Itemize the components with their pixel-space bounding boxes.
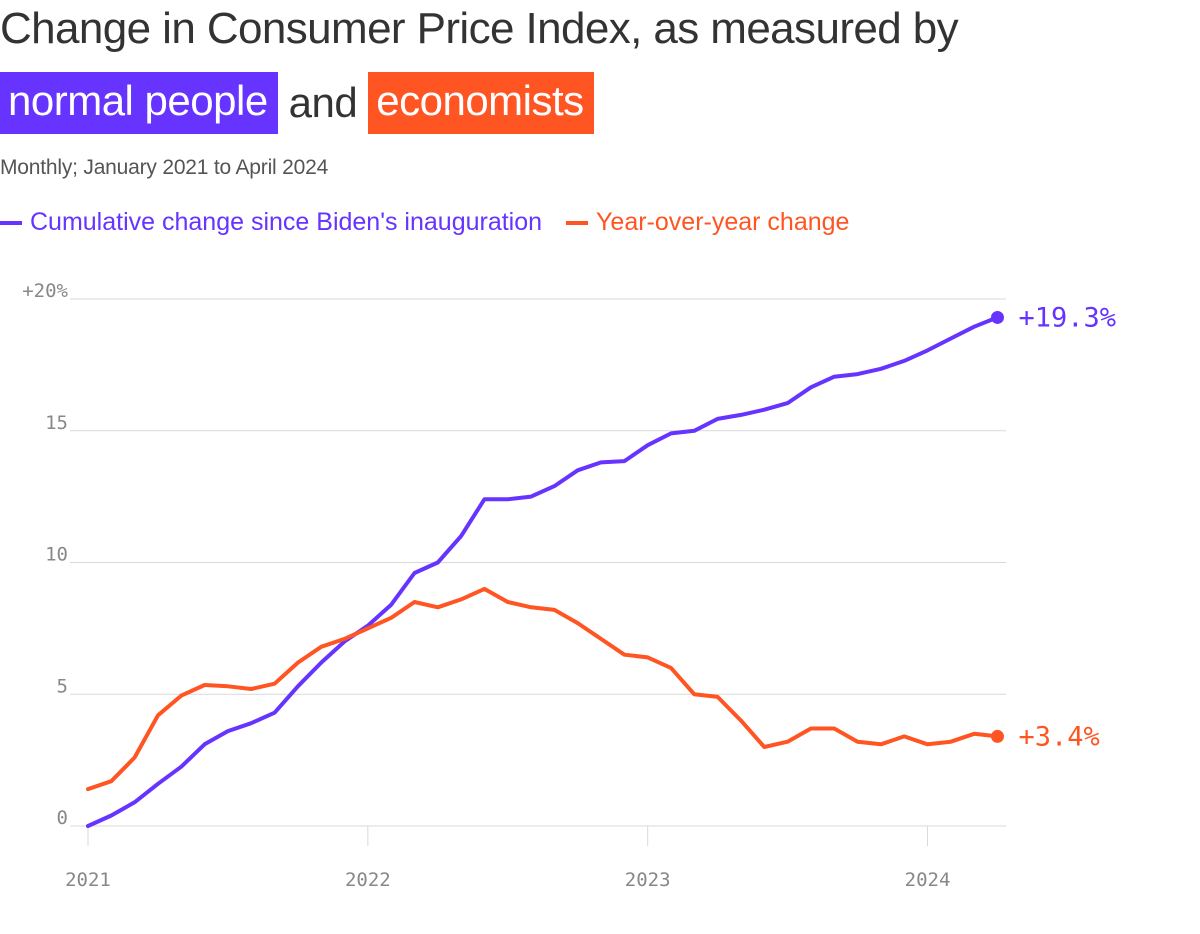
legend: Cumulative change since Biden's inaugura… [0,208,873,237]
legend-item-yoy: Year-over-year change [566,208,849,237]
series-end-dot-yoy [990,729,1004,743]
y-tick-label-15: 15 [45,412,68,434]
y-tick-label-0: 0 [57,807,68,829]
legend-label-yoy: Year-over-year change [596,208,850,236]
x-tick-label-2021: 2021 [65,869,111,891]
legend-item-cumulative: Cumulative change since Biden's inaugura… [0,208,542,237]
title-highlight-economists: economists [368,72,594,134]
chart-subtitle: Monthly; January 2021 to April 2024 [0,156,329,179]
title-connector: and [288,79,358,126]
series-line-cumulative [86,315,1000,828]
legend-swatch-yoy [566,220,589,225]
legend-label-cumulative: Cumulative change since Biden's inaugura… [30,208,543,236]
legend-swatch-cumulative [0,220,22,225]
title-highlight-normal-people: normal people [0,72,278,134]
chart-title-line2: normal people and economists [0,72,594,134]
series-end-label-yoy: +3.4% [1018,721,1099,752]
y-tick-label-10: 10 [45,544,68,566]
series-end-label-cumulative: +19.3% [1018,302,1116,333]
y-tick-label-20: +20% [22,280,68,302]
y-tick-label-5: 5 [57,675,68,697]
chart-title-line1: Change in Consumer Price Index, as measu… [0,4,959,53]
series-line-yoy [86,586,1000,792]
series-end-dot-cumulative [990,310,1004,324]
x-tick-label-2023: 2023 [625,869,671,891]
x-tick-label-2024: 2024 [905,869,951,891]
x-tick-label-2022: 2022 [345,869,391,891]
